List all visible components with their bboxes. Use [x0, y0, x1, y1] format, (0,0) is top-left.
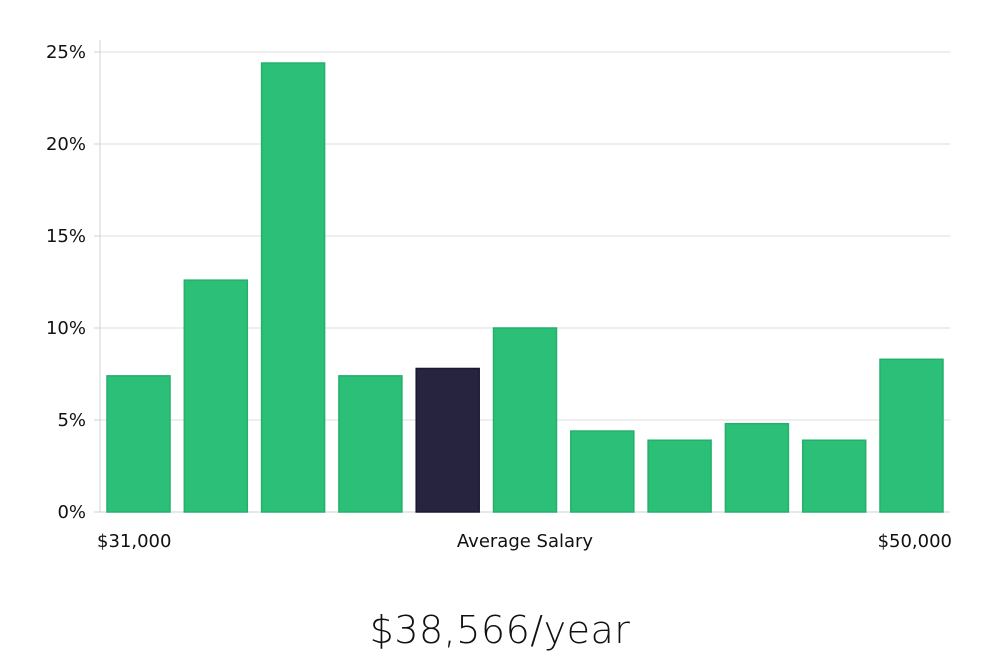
y-tick-label: 25% [46, 42, 86, 63]
salary-distribution-chart: 0% 5% 10% 15% 20% 25% $31,000 Average Salary … [46, 40, 952, 552]
bar [183, 279, 249, 513]
average-salary-value: $38,566/year [369, 608, 631, 652]
bar [106, 375, 171, 513]
x-axis-title: Average Salary [457, 531, 594, 552]
chart-bars [106, 62, 944, 513]
y-tick-label: 10% [46, 318, 86, 339]
bar [338, 375, 403, 513]
bar [801, 439, 867, 513]
bar [260, 62, 326, 513]
bar [647, 439, 712, 513]
bar-highlighted [415, 367, 480, 513]
bar [492, 327, 558, 513]
y-tick-label: 15% [46, 226, 86, 247]
y-tick-label: 20% [46, 134, 86, 155]
bar [570, 430, 635, 513]
y-tick-label: 0% [57, 502, 86, 523]
y-axis: 0% 5% 10% 15% 20% 25% [46, 40, 101, 523]
x-axis: $31,000 Average Salary $50,000 [97, 531, 952, 552]
bar [724, 422, 790, 513]
bar [879, 358, 944, 513]
x-min-label: $31,000 [97, 531, 171, 552]
x-max-label: $50,000 [878, 531, 952, 552]
y-tick-label: 5% [57, 410, 86, 431]
